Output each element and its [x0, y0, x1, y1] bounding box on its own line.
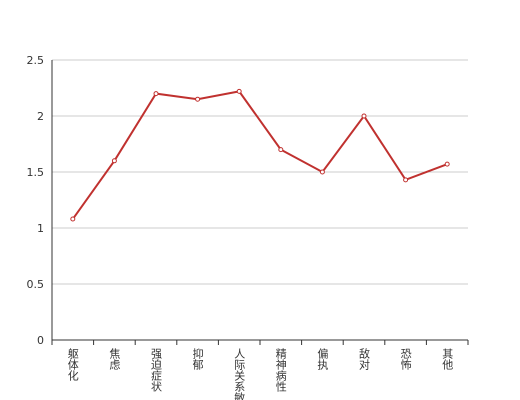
y-tick-label: 0 — [37, 334, 44, 347]
point — [444, 161, 450, 167]
y-tick-label: 1 — [37, 222, 44, 235]
x-tick-label: 焦虑 — [108, 348, 121, 370]
x-tick-label: 精神病性 — [274, 348, 287, 393]
line — [71, 90, 448, 220]
x-tick-label: 敌对 — [358, 347, 371, 370]
y-tick-label: 0.5 — [27, 278, 45, 291]
point — [403, 177, 409, 183]
x-tick-label: 抑郁 — [191, 347, 204, 370]
y-tick-label: 2.5 — [27, 54, 45, 67]
point — [236, 88, 242, 94]
point — [319, 169, 325, 175]
y-tick-label: 1.5 — [27, 166, 45, 179]
x-tick-label: 恐怖 — [399, 348, 412, 370]
y-tick-label: 2 — [37, 110, 44, 123]
x-tick-label: 强迫症状 — [150, 348, 163, 392]
point — [278, 147, 284, 153]
x-tick-label: 人际关系敏感 — [233, 348, 246, 400]
point — [361, 113, 367, 119]
point — [70, 216, 76, 222]
point — [195, 96, 201, 102]
point — [111, 158, 117, 164]
x-tick-label: 其他 — [441, 348, 454, 370]
x-tick-label: 偏执 — [316, 347, 329, 371]
point — [153, 91, 159, 97]
x-tick-label: 躯体化 — [66, 348, 79, 382]
